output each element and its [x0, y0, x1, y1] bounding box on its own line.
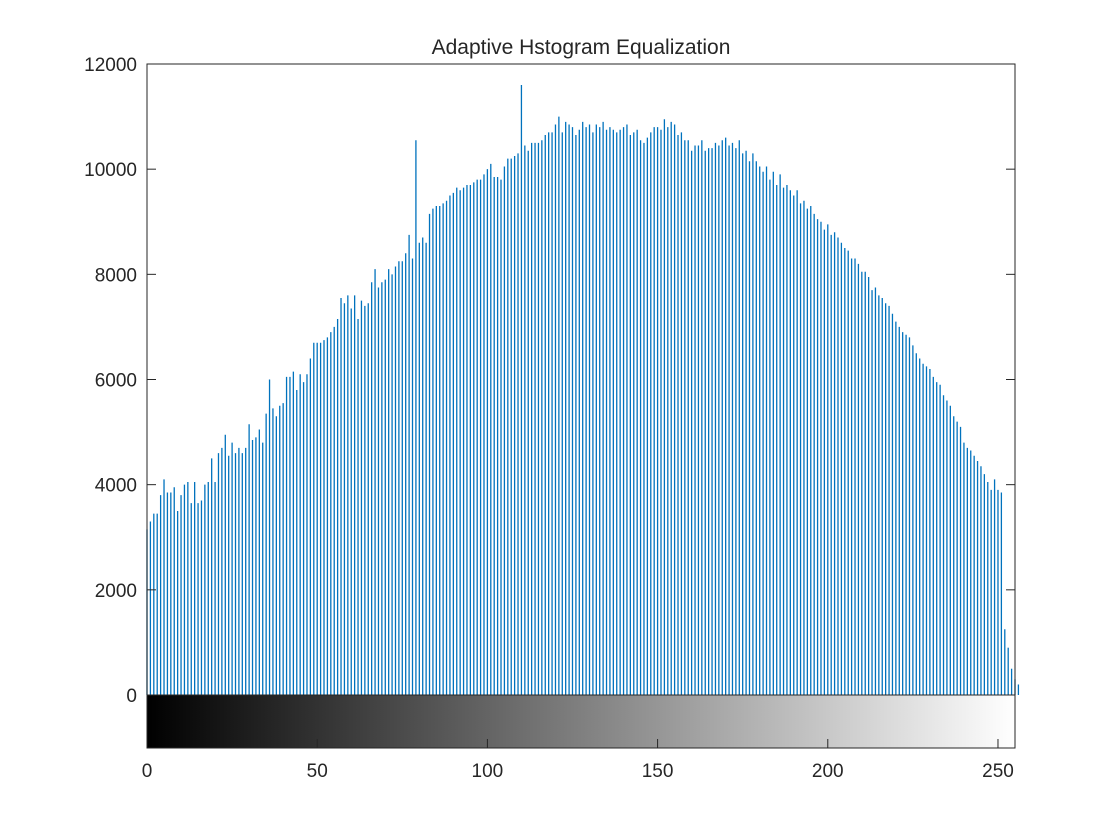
x-tick-label: 200	[812, 761, 844, 782]
x-tick-label: 100	[472, 761, 504, 782]
x-tick-label: 0	[142, 761, 153, 782]
y-tick-label: 8000	[95, 265, 137, 286]
chart-title: Adaptive Hstogram Equalization	[432, 36, 731, 59]
y-tick-label: 2000	[95, 581, 137, 602]
grayscale-colorbar	[146, 694, 1016, 749]
y-axis: 0 2000 4000 6000 8000 10000 12000	[84, 55, 1015, 707]
plot-area	[147, 64, 1015, 695]
x-tick-label: 150	[642, 761, 674, 782]
bar-series	[146, 85, 1020, 695]
x-axis: 0 50 100 150 200 250	[142, 739, 1014, 782]
y-tick-label: 10000	[84, 160, 137, 181]
y-tick-label: 4000	[95, 476, 137, 497]
y-tick-label: 0	[126, 686, 137, 707]
y-tick-label: 6000	[95, 371, 137, 392]
y-tick-label: 12000	[84, 55, 137, 76]
x-tick-label: 250	[982, 761, 1014, 782]
x-tick-label: 50	[307, 761, 328, 782]
